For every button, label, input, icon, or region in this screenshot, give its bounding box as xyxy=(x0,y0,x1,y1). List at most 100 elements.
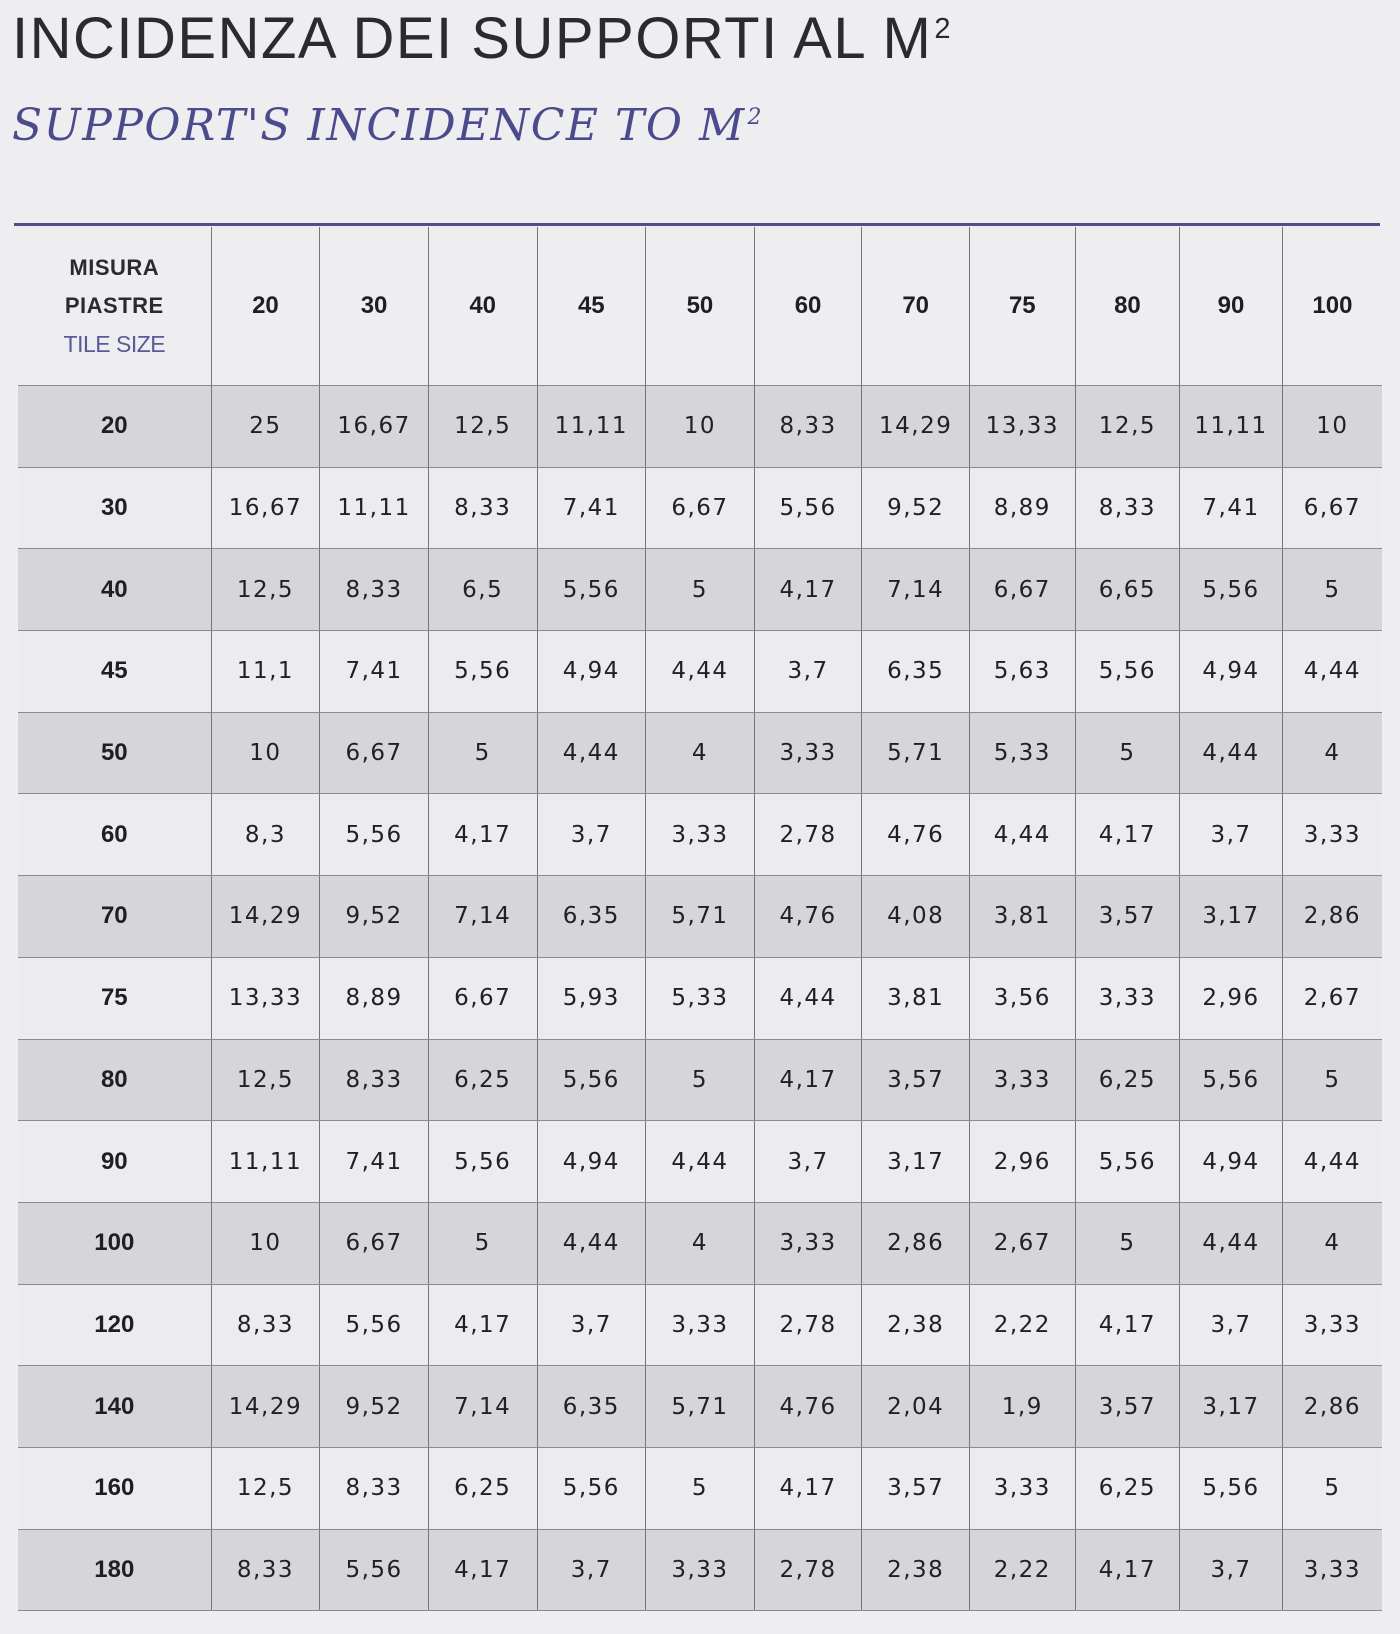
table-cell: 4,94 xyxy=(536,1120,646,1203)
table-cell: 11,11 xyxy=(1179,385,1283,468)
table-cell: 5,33 xyxy=(645,957,755,1040)
row-header-140: 140 xyxy=(18,1365,212,1448)
page-subtitle: SUPPORT'S INCIDENCE TO M2 xyxy=(12,104,763,148)
table-cell: 12,5 xyxy=(210,1039,320,1122)
table-cell: 2,67 xyxy=(1281,957,1382,1040)
table-cell: 4,17 xyxy=(753,1039,862,1122)
table-row: 70 14,29 9,52 7,14 6,35 5,71 4,76 4,08 3,81 3,57 3… xyxy=(18,875,1382,958)
table-cell: 4,17 xyxy=(427,793,537,877)
column-header-40: 40 xyxy=(427,227,537,386)
column-header-30: 30 xyxy=(319,227,429,386)
row-header-160: 160 xyxy=(18,1447,212,1530)
table-cell: 5,56 xyxy=(319,793,429,877)
table-cell: 3,57 xyxy=(861,1039,970,1122)
table-cell: 7,14 xyxy=(427,875,537,958)
table-cell: 5,56 xyxy=(427,1120,537,1203)
table-cell: 2,78 xyxy=(753,1529,862,1612)
table-cell: 3,7 xyxy=(753,1120,862,1203)
table-cell: 5,56 xyxy=(753,467,862,550)
row-header-20: 20 xyxy=(18,385,212,468)
table-cell: 2,38 xyxy=(861,1529,970,1612)
table-cell: 4,44 xyxy=(969,793,1076,877)
table-cell: 4,44 xyxy=(753,957,862,1040)
table-cell: 10 xyxy=(210,712,320,795)
table-cell: 3,33 xyxy=(753,712,862,795)
table-cell: 9,52 xyxy=(861,467,970,550)
column-header-20: 20 xyxy=(210,227,320,386)
column-header-75: 75 xyxy=(969,227,1076,386)
page-title: INCIDENZA DEI SUPPORTI AL M2 xyxy=(12,10,952,68)
table-cell: 3,17 xyxy=(861,1120,970,1203)
table-cell: 4,44 xyxy=(1281,630,1382,713)
table-cell: 6,67 xyxy=(319,712,429,795)
table-cell: 3,33 xyxy=(1074,957,1180,1040)
table-cell: 2,04 xyxy=(861,1365,970,1448)
table-cell: 12,5 xyxy=(210,548,320,632)
table-cell: 5 xyxy=(1281,1447,1382,1530)
table-cell: 2,96 xyxy=(969,1120,1076,1203)
table-cell: 3,7 xyxy=(1179,1284,1283,1367)
table-cell: 2,96 xyxy=(1179,957,1283,1040)
table-cell: 2,78 xyxy=(753,1284,862,1367)
table-cell: 3,57 xyxy=(1074,1365,1180,1448)
table-cell: 3,57 xyxy=(1074,875,1180,958)
column-header-80: 80 xyxy=(1074,227,1180,386)
table-cell: 16,67 xyxy=(210,467,320,550)
table-cell: 4 xyxy=(1281,712,1382,795)
row-header-120: 120 xyxy=(18,1284,212,1367)
table-cell: 8,33 xyxy=(319,548,429,632)
table-cell: 5 xyxy=(1281,548,1382,632)
corner-label-piastre: PIASTRE xyxy=(64,293,164,318)
table-cell: 3,33 xyxy=(645,1529,755,1612)
table-cell: 3,33 xyxy=(645,793,755,877)
corner-label-misura: MISURA xyxy=(69,255,160,280)
table-cell: 6,25 xyxy=(1074,1447,1180,1530)
table-row: 90 11,11 7,41 5,56 4,94 4,44 3,7 3,17 2,96 5,56 4,… xyxy=(18,1120,1382,1203)
table-header: MISURA PIASTRE TILE SIZE 20 30 40 45 50 60 70 7… xyxy=(18,227,1382,386)
table-cell: 3,7 xyxy=(1179,1529,1283,1612)
table-cell: 2,22 xyxy=(969,1284,1076,1367)
table-cell: 6,67 xyxy=(319,1202,429,1285)
table-row: 120 8,33 5,56 4,17 3,7 3,33 2,78 2,38 2,22 4,17 3,… xyxy=(18,1284,1382,1367)
table-cell: 3,7 xyxy=(536,793,646,877)
table-cell: 5,56 xyxy=(319,1284,429,1367)
table-cell: 11,11 xyxy=(536,385,646,468)
table-row: 80 12,5 8,33 6,25 5,56 5 4,17 3,57 3,33 6,25 5,56 5 xyxy=(18,1039,1382,1122)
table-cell: 6,67 xyxy=(969,548,1076,632)
table-cell: 6,35 xyxy=(536,875,646,958)
table-cell: 5,56 xyxy=(319,1529,429,1612)
table-row: 30 16,67 11,11 8,33 7,41 6,67 5,56 9,52 8,89 8,33… xyxy=(18,467,1382,550)
table-cell: 14,29 xyxy=(210,1365,320,1448)
table-cell: 5,56 xyxy=(536,1447,646,1530)
table-cell: 5 xyxy=(645,1039,755,1122)
table-cell: 4,17 xyxy=(1074,793,1180,877)
table-cell: 7,14 xyxy=(427,1365,537,1448)
table-cell: 8,33 xyxy=(427,467,537,550)
table-cell: 6,35 xyxy=(861,630,970,713)
table-cell: 10 xyxy=(1281,385,1382,468)
table-cell: 7,41 xyxy=(319,1120,429,1203)
table-cell: 8,33 xyxy=(1074,467,1180,550)
table-cell: 3,7 xyxy=(753,630,862,713)
table-cell: 6,25 xyxy=(1074,1039,1180,1122)
table-cell: 3,7 xyxy=(536,1529,646,1612)
table-row: 20 25 16,67 12,5 11,11 10 8,33 14,29 13,33 12,5 11… xyxy=(18,385,1382,468)
table-cell: 6,67 xyxy=(427,957,537,1040)
page-title-text: INCIDENZA DEI SUPPORTI AL M xyxy=(12,6,933,71)
column-header-45: 45 xyxy=(536,227,646,386)
table-cell: 2,38 xyxy=(861,1284,970,1367)
header-rule-divider xyxy=(14,223,1380,226)
table-cell: 5,71 xyxy=(861,712,970,795)
header-row: MISURA PIASTRE TILE SIZE 20 30 40 45 50 60 70 7… xyxy=(18,227,1382,386)
table-cell: 5 xyxy=(1074,712,1180,795)
table-cell: 5,56 xyxy=(1074,630,1180,713)
table-cell: 6,35 xyxy=(536,1365,646,1448)
table-cell: 4,94 xyxy=(1179,630,1283,713)
row-header-90: 90 xyxy=(18,1120,212,1203)
table-cell: 5,71 xyxy=(645,1365,755,1448)
row-header-80: 80 xyxy=(18,1039,212,1122)
table-cell: 3,81 xyxy=(861,957,970,1040)
column-header-100: 100 xyxy=(1281,227,1382,386)
row-header-50: 50 xyxy=(18,712,212,795)
corner-header-cell: MISURA PIASTRE TILE SIZE xyxy=(18,227,212,386)
